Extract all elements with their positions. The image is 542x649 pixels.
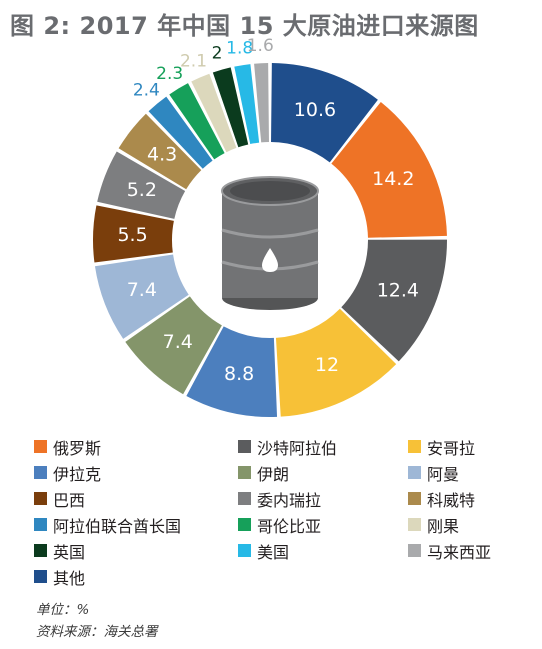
legend-swatch <box>238 518 251 531</box>
oil-barrel-icon <box>221 176 319 310</box>
slice-value-label: 4.3 <box>147 144 177 166</box>
slice-value-label: 10.6 <box>294 99 336 121</box>
donut-slice <box>118 113 202 190</box>
unit-note: 单位：% <box>36 602 90 618</box>
legend-label: 美国 <box>257 542 290 562</box>
legend-swatch <box>408 518 421 531</box>
donut-slice <box>191 73 237 153</box>
legend-label: 其他 <box>53 568 86 588</box>
legend-item: 沙特阿拉伯 <box>238 436 408 458</box>
slice-value-label: 2.3 <box>156 64 183 84</box>
donut-slice <box>271 63 378 163</box>
legend-swatch <box>34 492 47 505</box>
chart-title: 图 2: 2017 年中国 15 大原油进口来源图 <box>10 12 479 40</box>
donut-slice <box>275 308 397 417</box>
donut-slice <box>169 83 225 160</box>
legend-item: 其他 <box>34 566 238 588</box>
legend-label: 委内瑞拉 <box>257 490 322 510</box>
legend-item: 英国 <box>34 540 238 562</box>
donut-slice <box>93 205 174 263</box>
legend-label: 伊拉克 <box>53 464 102 484</box>
legend-swatch <box>238 544 251 557</box>
legend-item: 伊拉克 <box>34 462 238 484</box>
donut-slice <box>234 64 260 145</box>
legend-label: 安哥拉 <box>427 438 476 458</box>
legend-item: 巴西 <box>34 488 238 510</box>
legend-item: 科威特 <box>408 488 542 510</box>
legend-swatch <box>238 466 251 479</box>
legend-swatch <box>34 518 47 531</box>
legend-label: 哥伦比亚 <box>257 516 322 536</box>
legend-item: 安哥拉 <box>408 436 542 458</box>
legend-swatch <box>34 570 47 583</box>
legend-label: 科威特 <box>427 490 476 510</box>
source-note: 资料来源：海关总署 <box>36 624 158 640</box>
legend-label: 阿拉伯联合酋长国 <box>53 516 182 536</box>
legend-swatch <box>34 466 47 479</box>
legend-swatch <box>238 440 251 453</box>
legend-label: 刚果 <box>427 516 460 536</box>
legend-swatch <box>408 466 421 479</box>
donut-slice <box>97 151 186 219</box>
legend-item: 委内瑞拉 <box>238 488 408 510</box>
chart-legend: 俄罗斯 沙特阿拉伯 安哥拉伊拉克 伊朗 阿曼巴西 委内瑞拉 科威特阿拉伯联合酋长国 哥伦比亚 刚… <box>34 436 542 588</box>
legend-item: 阿曼 <box>408 462 542 484</box>
legend-label: 阿曼 <box>427 464 460 484</box>
legend-item: 马来西亚 <box>408 540 542 562</box>
slice-value-label: 8.8 <box>224 363 254 385</box>
legend-label: 沙特阿拉伯 <box>257 438 338 458</box>
donut-slice <box>331 101 447 238</box>
legend-item: 俄罗斯 <box>34 436 238 458</box>
donut-slice <box>94 254 189 339</box>
legend-label: 伊朗 <box>257 464 290 484</box>
legend-swatch <box>408 544 421 557</box>
donut-slice <box>341 239 447 362</box>
outer-labels: 2.42.32.1 2 1.81.6 <box>133 36 274 100</box>
legend-swatch <box>34 440 47 453</box>
slice-value-label: 7.4 <box>127 279 157 301</box>
slice-value-label: 1.6 <box>247 36 274 56</box>
slice-value-label: 2 <box>212 43 223 63</box>
donut-slice <box>212 67 249 148</box>
donut-slice <box>148 96 213 169</box>
slice-value-label: 14.2 <box>372 168 414 190</box>
legend-item: 刚果 <box>408 514 542 536</box>
slice-value-label: 12 <box>315 354 339 376</box>
legend-swatch <box>238 492 251 505</box>
donut-slice <box>254 63 269 143</box>
legend-item: 美国 <box>238 540 408 562</box>
donut-slice <box>186 326 278 417</box>
slice-value-label: 5.5 <box>117 224 147 246</box>
legend-swatch <box>408 440 421 453</box>
legend-item: 伊朗 <box>238 462 408 484</box>
donut-slice <box>125 296 222 395</box>
legend-label: 俄罗斯 <box>53 438 102 458</box>
slice-value-label: 1.8 <box>226 38 253 58</box>
slice-value-label: 2.4 <box>133 81 160 101</box>
slice-value-label: 5.2 <box>127 179 157 201</box>
legend-swatch <box>408 492 421 505</box>
slice-value-label: 2.1 <box>180 52 207 72</box>
legend-label: 巴西 <box>53 490 86 510</box>
legend-label: 马来西亚 <box>427 542 492 562</box>
legend-label: 英国 <box>53 542 86 562</box>
legend-item: 阿拉伯联合酋长国 <box>34 514 238 536</box>
legend-item: 哥伦比亚 <box>238 514 408 536</box>
slice-value-label: 12.4 <box>377 280 419 302</box>
donut-slices: 10.6 14.2 12.4 12 8.8 7.4 7.4 5.5 5.2 4.3 <box>93 63 447 417</box>
slice-value-label: 7.4 <box>163 331 193 353</box>
legend-swatch <box>34 544 47 557</box>
